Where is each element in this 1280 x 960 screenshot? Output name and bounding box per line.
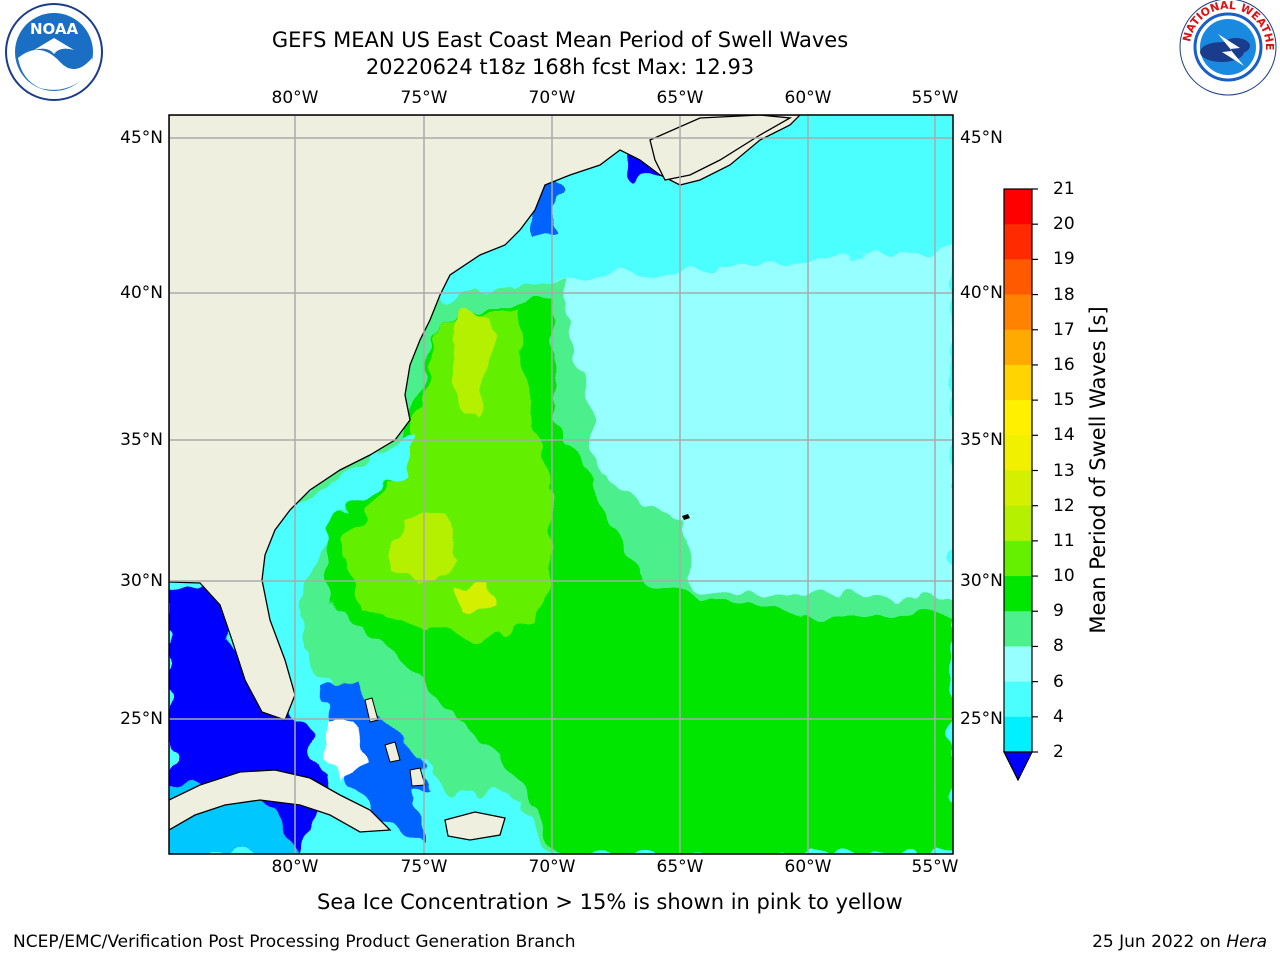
colorbar-label: Mean Period of Swell Waves [s] — [1086, 306, 1110, 634]
colorbar-tick-label: 12 — [1053, 495, 1075, 516]
colorbar-tick-label: 21 — [1053, 179, 1075, 199]
footer-date: 25 Jun 2022 on Hera — [1092, 932, 1267, 952]
land-bermuda — [682, 514, 690, 520]
colorbar-tick-label: 17 — [1053, 319, 1075, 340]
field-12-13s-north — [450, 310, 490, 420]
land-bahamas — [364, 697, 426, 787]
lat-label-right-30n: 30°N — [960, 571, 1003, 591]
land-north-america — [169, 115, 801, 721]
colorbar-tick-label: 10 — [1053, 566, 1075, 587]
colorbar-segment — [1004, 716, 1032, 753]
colorbar-tick-label: 19 — [1053, 249, 1075, 270]
lat-label-right-45n: 45°N — [960, 128, 1003, 148]
land-hispaniola — [444, 811, 506, 841]
noaa-logo-text: NOAA — [30, 20, 79, 38]
lat-label-left-35n: 35°N — [120, 430, 163, 450]
lat-label-left-45n: 45°N — [120, 128, 163, 148]
colorbar-tick-label: 2 — [1053, 742, 1064, 762]
land-nova-scotia — [649, 115, 793, 181]
plot-subtitle: 20220624 t18z 168h fcst Max: 12.93 — [365, 55, 755, 79]
footer-host: Hera — [1226, 932, 1267, 952]
colorbar-segment — [1004, 540, 1032, 577]
colorbar-extend-min — [1003, 751, 1033, 782]
lat-label-right-35n: 35°N — [960, 430, 1003, 450]
colorbar-segment — [1004, 294, 1032, 331]
lon-label-top-80w: 80°W — [271, 88, 319, 108]
field-12-13s-south — [455, 580, 492, 612]
colorbar-tick-label: 8 — [1053, 636, 1064, 657]
colorbar-segment — [1004, 259, 1032, 296]
colorbar-segment — [1004, 400, 1032, 436]
map-gridlines — [169, 115, 953, 854]
lat-label-left-40n: 40°N — [120, 283, 163, 303]
colorbar-tick-label: 9 — [1053, 601, 1064, 622]
colorbar-tick-label: 6 — [1053, 671, 1064, 692]
map-frame — [168, 114, 954, 855]
field-coastal-band — [280, 430, 420, 650]
sea-ice-note: Sea Ice Concentration > 15% is shown in … — [317, 890, 903, 914]
lon-label-bottom-75w: 75°W — [400, 857, 448, 877]
colorbar-segment — [1004, 505, 1032, 542]
swell-period-field — [169, 140, 953, 854]
field-8-9s — [550, 250, 953, 600]
colorbar-tick-label: 11 — [1053, 530, 1075, 551]
lon-label-top-75w: 75°W — [400, 88, 448, 108]
colorbar-tick-label: 16 — [1053, 354, 1075, 375]
land-cuba — [169, 769, 392, 833]
lon-label-top-65w: 65°W — [656, 88, 704, 108]
colorbar-tick-label: 18 — [1053, 284, 1075, 305]
lat-label-left-30n: 30°N — [120, 571, 163, 591]
colorbar-segment — [1004, 224, 1032, 260]
field-12-13s-mid — [390, 510, 460, 590]
colorbar-tick-label: 20 — [1053, 214, 1075, 235]
lon-label-top-70w: 70°W — [528, 88, 576, 108]
colorbar — [1003, 188, 1038, 782]
lon-label-bottom-65w: 65°W — [656, 857, 704, 877]
footer-credit: NCEP/EMC/Verification Post Processing Pr… — [13, 932, 576, 952]
colorbar-segment — [1004, 646, 1032, 683]
map-area — [169, 115, 953, 854]
lat-label-right-40n: 40°N — [960, 283, 1003, 303]
colorbar-segment — [1004, 681, 1032, 718]
lon-label-top-55w: 55°W — [911, 88, 959, 108]
field-bahamas-shallow — [325, 720, 370, 780]
lat-label-right-25n: 25°N — [960, 709, 1003, 729]
lon-label-bottom-70w: 70°W — [528, 857, 576, 877]
colorbar-tick-label: 4 — [1053, 706, 1064, 727]
colorbar-tick-label: 14 — [1053, 425, 1075, 446]
plot-title: GEFS MEAN US East Coast Mean Period of S… — [271, 28, 849, 52]
lon-label-bottom-80w: 80°W — [271, 857, 319, 877]
colorbar-segment — [1004, 435, 1032, 471]
colorbar-segment — [1004, 189, 1032, 225]
lat-label-left-25n: 25°N — [120, 709, 163, 729]
colorbar-segment — [1004, 576, 1032, 612]
colorbar-segment — [1004, 611, 1032, 647]
colorbar-segment — [1004, 364, 1032, 401]
lon-label-bottom-60w: 60°W — [784, 857, 832, 877]
colorbar-segment — [1004, 470, 1032, 507]
colorbar-tick-label: 15 — [1053, 390, 1075, 411]
noaa-logo: NOAA — [5, 3, 103, 101]
colorbar-tick-label: 13 — [1053, 460, 1075, 481]
lon-label-bottom-55w: 55°W — [911, 857, 959, 877]
colorbar-segment — [1004, 329, 1032, 366]
lon-label-top-60w: 60°W — [784, 88, 832, 108]
footer-date-text: 25 Jun 2022 on — [1092, 932, 1227, 952]
